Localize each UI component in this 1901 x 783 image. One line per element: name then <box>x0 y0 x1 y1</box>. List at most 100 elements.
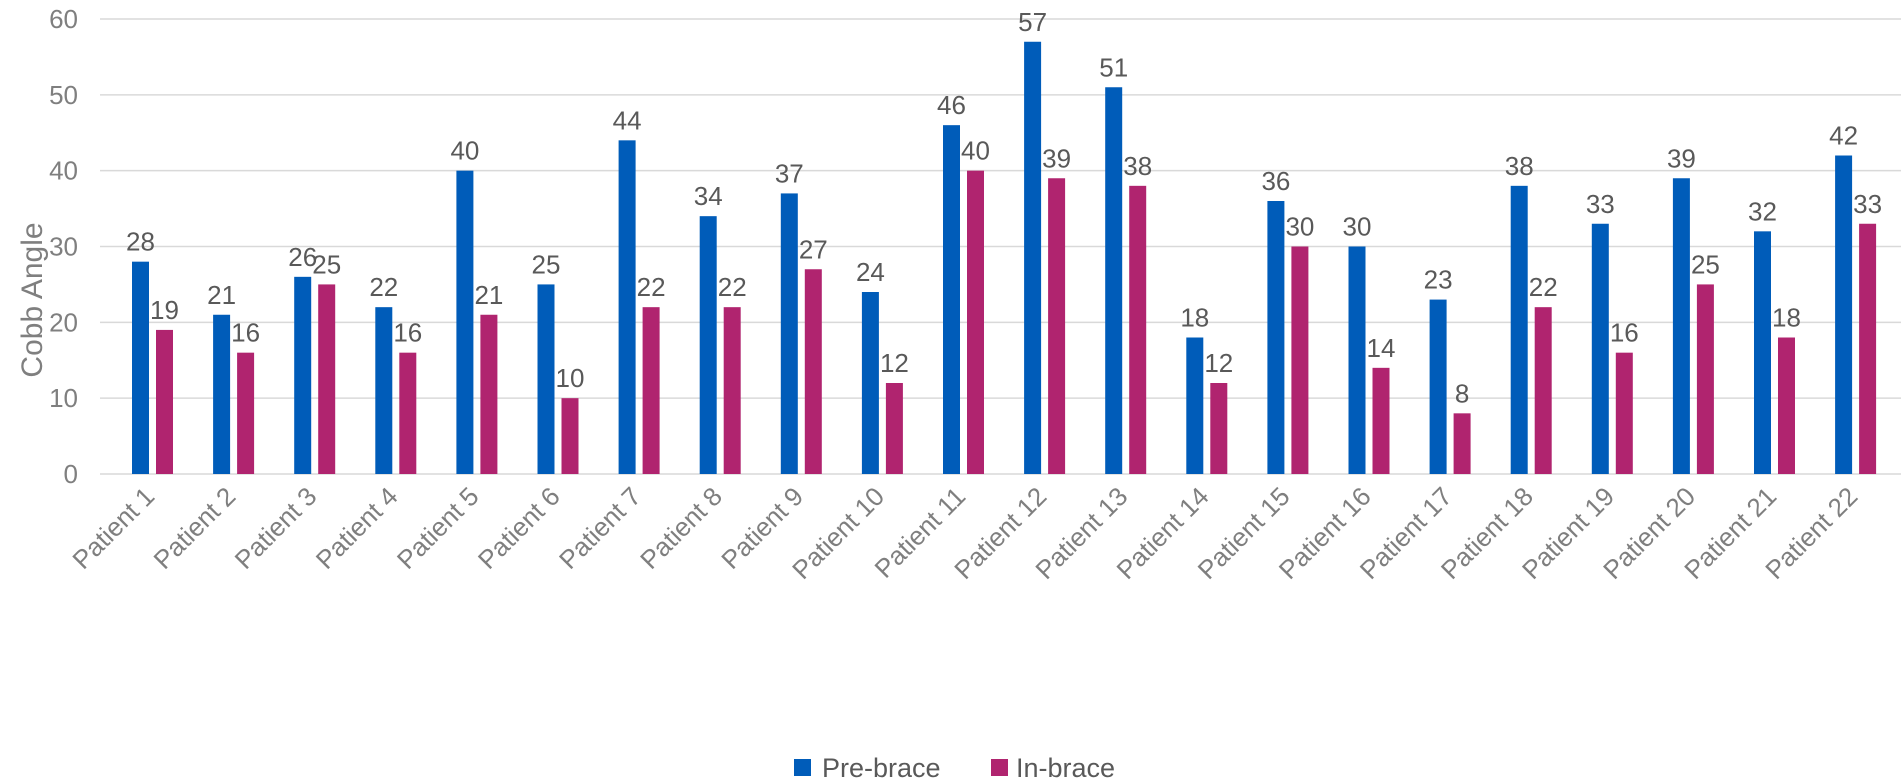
bar-in-brace <box>480 314 498 474</box>
data-label: 33 <box>1586 189 1615 219</box>
bar-pre-brace <box>1348 246 1366 474</box>
x-tick-label: Patient 7 <box>553 481 647 575</box>
bar-pre-brace <box>456 170 474 474</box>
data-labels: 2819211626252216402125104422342237272412… <box>126 7 1882 409</box>
data-label: 40 <box>961 136 990 166</box>
bar-pre-brace <box>1105 87 1123 474</box>
data-label: 18 <box>1180 303 1209 333</box>
bar-in-brace <box>1048 178 1066 474</box>
bar-in-brace <box>399 352 417 474</box>
bar-in-brace <box>561 398 579 474</box>
bar-in-brace <box>156 329 173 474</box>
bar-in-brace <box>1291 246 1309 474</box>
legend-swatch <box>794 759 811 776</box>
bar-pre-brace <box>1672 178 1690 474</box>
bar-in-brace <box>1129 185 1147 475</box>
y-tick-label: 20 <box>49 307 78 337</box>
data-label: 42 <box>1829 121 1858 151</box>
bar-pre-brace <box>861 292 879 474</box>
data-label: 16 <box>1610 318 1639 348</box>
data-label: 23 <box>1424 265 1453 295</box>
legend-label: Pre-brace <box>822 753 941 783</box>
bars <box>132 41 1877 475</box>
data-label: 16 <box>231 318 260 348</box>
data-label: 38 <box>1123 151 1152 181</box>
bar-in-brace <box>1859 223 1877 474</box>
data-label: 39 <box>1667 143 1696 173</box>
bar-in-brace <box>318 284 336 474</box>
y-tick-label: 40 <box>49 156 78 186</box>
y-axis-title: Cobb Angle <box>16 222 49 377</box>
x-tick-label: Patient 3 <box>229 481 323 575</box>
legend-label: In-brace <box>1016 753 1115 783</box>
bar-in-brace <box>237 352 255 474</box>
data-label: 21 <box>207 280 236 310</box>
data-label: 24 <box>856 257 885 287</box>
x-tick-label: Patient 6 <box>472 481 566 575</box>
data-label: 30 <box>1343 212 1372 242</box>
data-label: 25 <box>532 249 561 279</box>
legend-swatch <box>991 759 1008 776</box>
x-tick-label: Patient 5 <box>391 481 485 575</box>
bar-pre-brace <box>618 140 636 475</box>
bar-pre-brace <box>1835 155 1853 474</box>
data-label: 10 <box>556 363 585 393</box>
data-label: 44 <box>613 105 642 135</box>
bar-pre-brace <box>699 216 717 474</box>
data-label: 36 <box>1261 166 1290 196</box>
bar-pre-brace <box>1591 223 1609 474</box>
bar-in-brace <box>1453 413 1471 474</box>
data-label: 19 <box>150 295 179 325</box>
bar-in-brace <box>642 307 660 474</box>
y-tick-label: 30 <box>49 232 78 262</box>
bar-pre-brace <box>1754 231 1771 474</box>
bar-in-brace <box>723 307 741 474</box>
data-label: 57 <box>1018 7 1047 37</box>
x-tick-label: Patient 1 <box>66 481 160 575</box>
bar-pre-brace <box>537 284 555 474</box>
data-label: 37 <box>775 158 804 188</box>
data-label: 32 <box>1748 196 1777 226</box>
data-label: 22 <box>1529 272 1558 302</box>
data-label: 33 <box>1853 189 1882 219</box>
bar-pre-brace <box>1429 299 1447 474</box>
y-tick-label: 60 <box>49 4 78 34</box>
data-label: 40 <box>450 136 479 166</box>
bar-pre-brace <box>294 276 312 474</box>
bar-in-brace <box>804 269 822 474</box>
data-label: 12 <box>1204 348 1233 378</box>
data-label: 25 <box>312 249 341 279</box>
y-tick-label: 0 <box>64 459 78 489</box>
bar-in-brace <box>1210 383 1228 474</box>
bar-pre-brace <box>132 261 149 474</box>
data-label: 25 <box>1691 249 1720 279</box>
bar-pre-brace <box>1024 41 1042 474</box>
x-tick-label: Patient 8 <box>634 481 728 575</box>
bar-in-brace <box>967 170 984 474</box>
data-label: 34 <box>694 181 723 211</box>
bar-in-brace <box>1696 284 1714 474</box>
bar-pre-brace <box>780 193 798 474</box>
data-label: 21 <box>474 280 503 310</box>
data-label: 39 <box>1042 143 1071 173</box>
data-label: 8 <box>1455 378 1469 408</box>
data-label: 28 <box>126 227 155 257</box>
data-label: 22 <box>718 272 747 302</box>
bar-in-brace <box>1778 337 1795 474</box>
data-label: 16 <box>393 318 422 348</box>
data-label: 22 <box>637 272 666 302</box>
bar-in-brace <box>1615 352 1633 474</box>
x-tick-label: Patient 2 <box>148 481 242 575</box>
data-label: 14 <box>1367 333 1396 363</box>
bar-in-brace <box>1372 367 1390 474</box>
bar-pre-brace <box>375 307 393 474</box>
bar-in-brace <box>885 383 903 474</box>
bar-in-brace <box>1534 307 1552 474</box>
bar-pre-brace <box>1510 185 1528 475</box>
data-label: 18 <box>1772 303 1801 333</box>
bar-pre-brace <box>1267 201 1285 474</box>
data-label: 26 <box>288 242 317 272</box>
data-label: 30 <box>1285 212 1314 242</box>
